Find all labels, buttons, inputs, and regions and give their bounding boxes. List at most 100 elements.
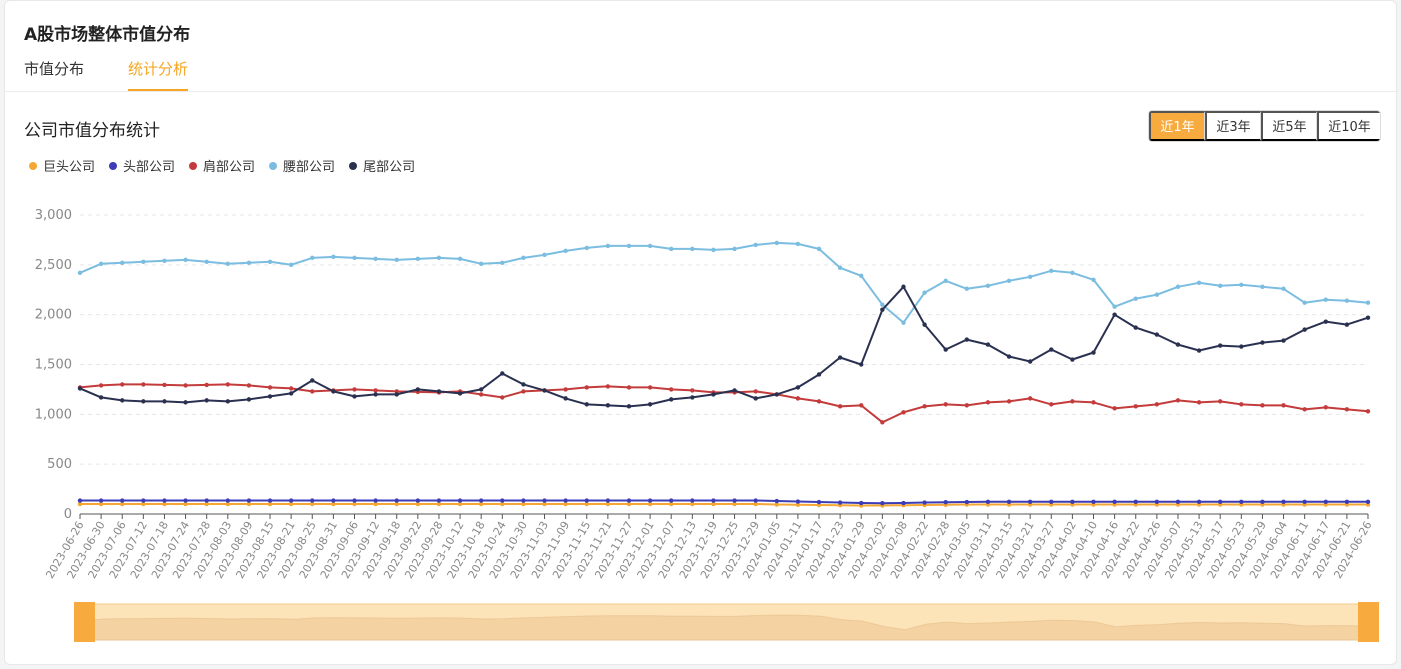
data-point: [626, 501, 632, 507]
data-point: [1112, 312, 1117, 317]
data-point: [183, 501, 188, 507]
data-point: [837, 404, 843, 409]
data-point: [246, 397, 252, 402]
data-point: [436, 498, 442, 503]
data-point: [310, 255, 315, 261]
data-point: [1154, 402, 1160, 407]
data-point: [690, 501, 695, 507]
legend-dot-icon: [269, 161, 278, 170]
data-point: [1323, 499, 1328, 505]
data-point: [753, 501, 758, 507]
data-point: [605, 498, 611, 503]
legend-item-tail[interactable]: 尾部公司: [349, 156, 415, 175]
data-point: [352, 255, 357, 261]
data-point: [795, 241, 801, 247]
data-point: [98, 498, 104, 503]
data-point: [1260, 499, 1265, 505]
data-point: [1281, 499, 1286, 505]
tab-statistical-analysis[interactable]: 统计分析: [128, 58, 189, 91]
data-point: [647, 498, 653, 503]
data-point: [120, 501, 125, 507]
legend-item-waist[interactable]: 腰部公司: [269, 156, 335, 175]
data-point: [732, 388, 737, 393]
data-point: [521, 501, 526, 507]
data-point: [183, 400, 188, 405]
data-point: [859, 362, 864, 367]
section-title: 公司市值分布统计: [24, 121, 160, 141]
zoom-handle-right-icon[interactable]: [1358, 602, 1379, 642]
data-point: [162, 399, 167, 404]
data-point: [225, 382, 231, 387]
range-3y-button[interactable]: 近3年: [1205, 111, 1261, 141]
data-point: [1154, 292, 1160, 297]
data-point: [1175, 499, 1181, 505]
range-10y-button[interactable]: 近10年: [1317, 111, 1380, 141]
data-point: [584, 498, 589, 503]
data-point: [1281, 403, 1286, 408]
data-point: [1091, 277, 1096, 282]
data-point: [1175, 398, 1181, 403]
data-point: [985, 400, 991, 405]
data-point: [1217, 343, 1223, 348]
data-point: [1154, 332, 1160, 337]
data-point: [267, 501, 273, 507]
data-point: [500, 371, 505, 376]
data-point: [795, 499, 801, 504]
series-line-3: [79, 241, 1369, 324]
legend-item-shoulder[interactable]: 肩部公司: [189, 156, 255, 175]
data-point: [795, 502, 801, 508]
range-5y-button[interactable]: 近5年: [1261, 111, 1317, 141]
data-point: [521, 382, 526, 387]
data-point: [120, 398, 125, 403]
data-point: [964, 403, 970, 408]
data-point: [1365, 499, 1371, 505]
data-point: [669, 397, 674, 402]
data-point: [141, 382, 146, 387]
data-point: [690, 388, 695, 393]
y-tick-label: 500: [47, 457, 72, 472]
data-point: [753, 396, 758, 401]
data-point: [204, 382, 209, 388]
legend-item-head[interactable]: 头部公司: [109, 156, 175, 175]
data-point: [1133, 404, 1138, 409]
data-point: [584, 501, 589, 507]
data-point: [943, 402, 948, 407]
data-point: [225, 498, 231, 503]
data-point: [288, 262, 294, 268]
data-point: [478, 392, 484, 397]
data-point: [288, 501, 294, 507]
series-line-1: [80, 499, 1368, 505]
data-point: [1070, 357, 1075, 362]
data-point: [436, 389, 442, 394]
range-1y-button[interactable]: 近1年: [1149, 111, 1205, 141]
data-point: [1344, 407, 1350, 412]
data-point: [1196, 280, 1202, 285]
data-point: [246, 498, 252, 503]
data-point: [605, 243, 611, 249]
data-point: [1027, 274, 1033, 279]
data-point: [415, 498, 421, 503]
data-point: [1070, 270, 1075, 276]
data-point: [267, 498, 273, 503]
data-point: [563, 396, 568, 401]
data-point: [98, 261, 104, 267]
data-point: [394, 501, 399, 507]
data-point: [922, 290, 927, 295]
data-point: [901, 284, 906, 289]
data-point: [267, 394, 273, 399]
data-point: [225, 399, 231, 404]
legend-dot-icon: [109, 161, 118, 170]
data-point: [98, 383, 104, 388]
zoom-handle-left-icon[interactable]: [74, 602, 95, 642]
data-point: [964, 337, 970, 342]
data-point: [246, 260, 252, 266]
data-point: [1049, 402, 1054, 407]
data-point: [922, 322, 927, 327]
data-point: [162, 498, 167, 503]
tab-market-cap-distribution[interactable]: 市值分布: [24, 60, 85, 78]
series-line-2: [79, 383, 1369, 424]
data-point: [1365, 300, 1371, 305]
legend-item-giant[interactable]: 巨头公司: [29, 156, 95, 175]
data-point: [859, 273, 864, 278]
data-point: [880, 420, 885, 425]
